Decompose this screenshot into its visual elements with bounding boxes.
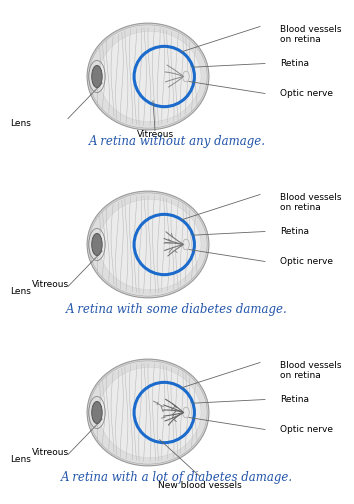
- Ellipse shape: [183, 407, 189, 418]
- Text: Blood vessels
on retina: Blood vessels on retina: [280, 360, 342, 380]
- Text: A retina with some diabetes damage.: A retina with some diabetes damage.: [66, 303, 288, 317]
- Text: Blood vessels
on retina: Blood vessels on retina: [280, 193, 342, 212]
- Text: Optic nerve: Optic nerve: [280, 89, 333, 98]
- Text: Optic nerve: Optic nerve: [280, 257, 333, 266]
- Ellipse shape: [89, 193, 207, 296]
- Text: A retina without any damage.: A retina without any damage.: [88, 136, 266, 149]
- Text: Vitreous: Vitreous: [32, 448, 69, 457]
- Text: Lens: Lens: [10, 287, 31, 296]
- Ellipse shape: [99, 367, 201, 458]
- Text: New blood vessels: New blood vessels: [158, 480, 242, 489]
- Text: Lens: Lens: [10, 119, 31, 128]
- Ellipse shape: [92, 402, 102, 423]
- Text: Vitreous: Vitreous: [32, 280, 69, 289]
- Text: Retina: Retina: [280, 227, 309, 236]
- Ellipse shape: [183, 239, 189, 250]
- Ellipse shape: [89, 25, 207, 128]
- Text: Lens: Lens: [10, 455, 31, 464]
- Text: A retina with a lot of diabetes damage.: A retina with a lot of diabetes damage.: [61, 472, 293, 484]
- Text: Optic nerve: Optic nerve: [280, 425, 333, 434]
- Ellipse shape: [87, 191, 209, 298]
- Ellipse shape: [89, 361, 207, 464]
- Text: Blood vessels
on retina: Blood vessels on retina: [280, 25, 342, 44]
- Ellipse shape: [99, 199, 201, 290]
- Ellipse shape: [92, 233, 102, 256]
- Text: Retina: Retina: [280, 59, 309, 68]
- Ellipse shape: [99, 31, 201, 122]
- Ellipse shape: [183, 71, 189, 82]
- Ellipse shape: [87, 359, 209, 466]
- Ellipse shape: [87, 23, 209, 130]
- Ellipse shape: [92, 66, 102, 88]
- Text: Vitreous: Vitreous: [136, 130, 173, 139]
- Text: Retina: Retina: [280, 395, 309, 404]
